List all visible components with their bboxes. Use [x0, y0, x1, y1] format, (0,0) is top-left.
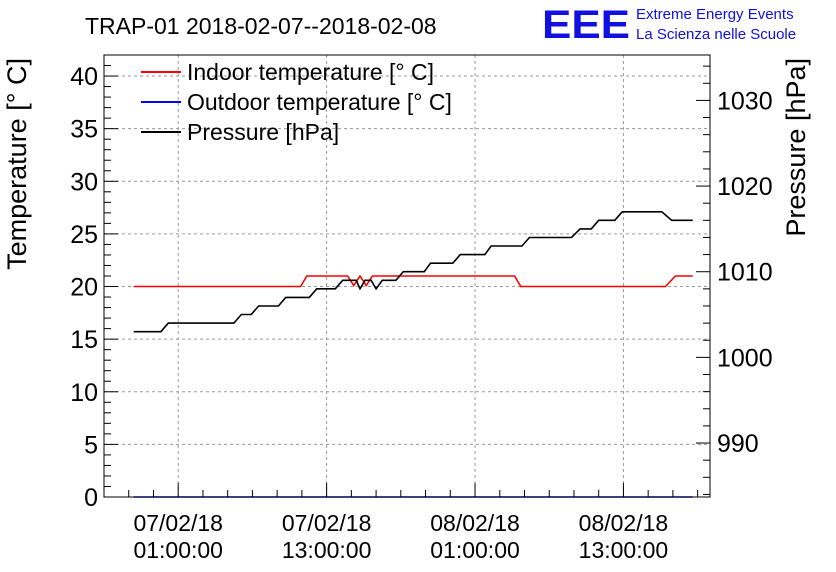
legend: Indoor temperature [° C] Outdoor temperat… — [141, 59, 452, 145]
y-tick-label-left: 5 — [84, 431, 98, 459]
legend-label-2: Outdoor temperature [° C] — [187, 89, 452, 115]
y-tick-label-right: 1010 — [717, 259, 773, 287]
y-tick-label-left: 30 — [70, 168, 98, 196]
y-tick-label-left: 0 — [84, 484, 98, 512]
y-tick-label-left: 40 — [70, 63, 98, 91]
y-tick-label-right: 1030 — [717, 87, 773, 115]
eee-logo-line1: Extreme Energy Events — [636, 6, 794, 23]
x-tick-label-time: 13:00:00 — [282, 537, 372, 563]
x-tick-label-date: 07/02/18 — [133, 510, 223, 536]
y-tick-label-right: 1020 — [717, 173, 773, 201]
y-tick-label-left: 20 — [70, 274, 98, 302]
series-line-1 — [133, 274, 693, 288]
series-line-3 — [133, 211, 693, 333]
y-tick-label-right: 1000 — [717, 344, 773, 372]
y-tick-label-left: 25 — [70, 221, 98, 249]
x-tick-label-date: 07/02/18 — [282, 510, 372, 536]
y-axis-label-left: Temperature [° C] — [2, 58, 32, 270]
x-tick-label-date: 08/02/18 — [579, 510, 669, 536]
y-axis-label-right: Pressure [hPa] — [781, 58, 811, 237]
y-tick-label-left: 10 — [70, 379, 98, 407]
y-tick-label-left: 15 — [70, 326, 98, 354]
bottom-axis: 07/02/1801:00:0007/02/1813:00:0008/02/18… — [103, 483, 699, 563]
eee-logo-letters: EEE — [542, 3, 630, 47]
y-tick-label-left: 35 — [70, 116, 98, 144]
chart-title: TRAP-01 2018-02-07--2018-02-08 — [85, 13, 437, 39]
left-axis: 0 5 10 15 20 25 30 35 40 — [70, 54, 118, 512]
x-tick-label-time: 13:00:00 — [579, 537, 669, 563]
x-tick-label-date: 08/02/18 — [430, 510, 520, 536]
eee-logo: EEE Extreme Energy Events La Scienza nel… — [542, 3, 796, 47]
legend-label-1: Indoor temperature [° C] — [187, 59, 434, 85]
series-layer — [133, 211, 693, 498]
x-tick-label-time: 01:00:00 — [133, 537, 223, 563]
x-tick-label-time: 01:00:00 — [430, 537, 520, 563]
eee-logo-line2: La Scienza nelle Scuole — [636, 26, 796, 43]
right-axis: 990 1000 1010 1020 1030 — [696, 65, 773, 495]
legend-label-3: Pressure [hPa] — [187, 119, 339, 145]
y-tick-label-right: 990 — [717, 430, 759, 458]
